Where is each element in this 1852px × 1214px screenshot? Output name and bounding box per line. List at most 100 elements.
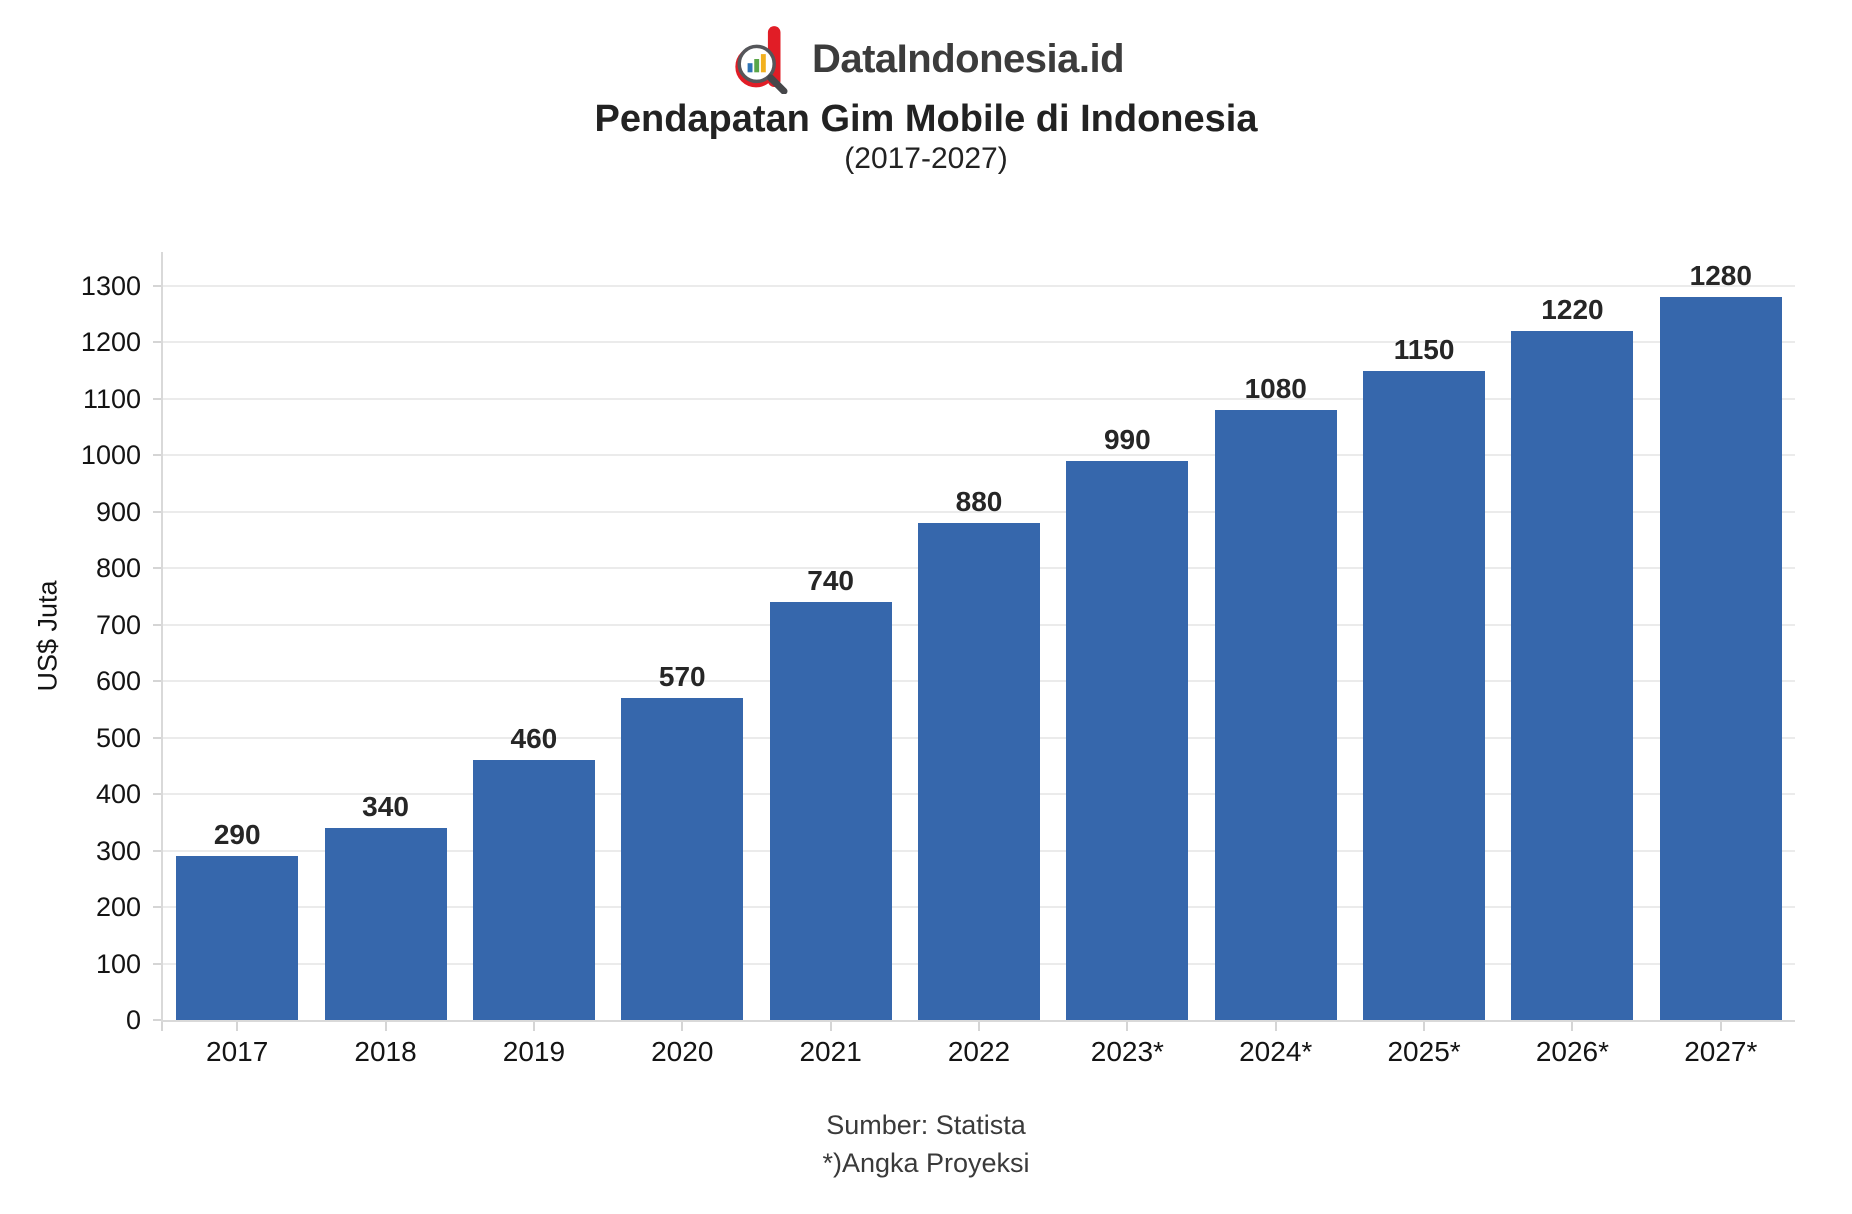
y-tick-mark xyxy=(153,906,161,909)
y-tick-mark xyxy=(153,1019,161,1021)
y-tick-label: 100 xyxy=(95,948,141,979)
bar-value-label: 1150 xyxy=(1393,333,1455,365)
bar xyxy=(621,698,744,1020)
bar-slot: 1150 xyxy=(1350,334,1498,1020)
bar-slot: 290 xyxy=(163,820,311,1020)
y-tick-label: 400 xyxy=(95,779,141,810)
x-tick-mark xyxy=(1126,1022,1129,1031)
y-tick-mark xyxy=(153,849,161,852)
y-tick-label: 900 xyxy=(95,496,141,527)
bar xyxy=(1214,410,1337,1020)
bar xyxy=(1511,331,1634,1020)
bar xyxy=(176,856,299,1020)
y-tick-mark xyxy=(153,341,161,344)
bar-slot: 340 xyxy=(311,792,459,1020)
brand: DataIndonesia.id xyxy=(0,24,1852,95)
bar xyxy=(1363,370,1486,1020)
x-tick-mark xyxy=(532,1022,535,1031)
bar-value-label: 880 xyxy=(955,486,1003,518)
lens-mini-bar-3 xyxy=(760,54,766,73)
x-tick-mark xyxy=(236,1022,239,1031)
bar xyxy=(472,760,595,1020)
x-tick-mark xyxy=(978,1022,980,1031)
x-axis-stub xyxy=(161,1022,163,1031)
x-tick-mark xyxy=(1719,1022,1722,1031)
bar-value-label: 460 xyxy=(510,723,558,755)
bar-value-label: 1220 xyxy=(1541,294,1604,326)
x-tick-label: 2023* xyxy=(1090,1036,1164,1067)
y-tick-mark xyxy=(153,623,161,626)
bar-slot: 570 xyxy=(608,662,756,1020)
x-tick-label: 2025* xyxy=(1387,1036,1461,1067)
x-tick-mark xyxy=(1423,1022,1426,1031)
gridline xyxy=(163,510,1795,513)
bar-value-label: 1280 xyxy=(1689,260,1752,292)
bar xyxy=(769,602,892,1020)
x-tick-label: 2018 xyxy=(354,1036,417,1067)
y-tick-label: 1200 xyxy=(80,327,141,358)
y-tick-label: 1000 xyxy=(80,440,141,471)
gridline xyxy=(163,397,1795,400)
y-tick-label: 700 xyxy=(95,609,141,640)
lens-mini-bar-2 xyxy=(754,59,760,73)
bar-slot: 740 xyxy=(756,566,904,1020)
x-tick-label: 2024* xyxy=(1239,1036,1313,1067)
x-tick-label: 2021 xyxy=(799,1036,862,1067)
bar-value-label: 340 xyxy=(362,791,409,822)
x-axis-tick-labels: 2017 2018 2019 2020 2021 2022 2023* 2024* 2025* 2… xyxy=(163,1036,1795,1072)
bar-slot: 460 xyxy=(460,724,608,1020)
y-tick-mark xyxy=(153,567,161,570)
y-tick-mark xyxy=(153,397,161,400)
bar-value-label: 1080 xyxy=(1244,373,1307,405)
x-tick-mark xyxy=(829,1022,832,1031)
y-tick-label: 500 xyxy=(95,722,141,753)
y-tick-label: 200 xyxy=(95,892,141,923)
plot-area: 290 340 460 570 740 880 990 1080 1150 1220 1280 xyxy=(153,252,1795,1031)
y-axis-tick-labels: 0 100 200 300 400 500 600 700 800 900 1000 1100 1200… xyxy=(0,252,141,1035)
y-tick-mark xyxy=(153,510,161,513)
x-tick-mark xyxy=(1274,1022,1277,1031)
bar-slot: 1280 xyxy=(1647,261,1795,1020)
y-tick-mark xyxy=(153,962,161,965)
bar-value-label: 570 xyxy=(658,661,706,693)
y-tick-label: 300 xyxy=(95,835,141,866)
y-tick-mark xyxy=(153,793,161,796)
x-tick-label: 2017 xyxy=(206,1036,269,1067)
bar-slot: 990 xyxy=(1053,424,1201,1020)
bar xyxy=(1066,460,1189,1020)
x-tick-mark xyxy=(1571,1022,1574,1031)
bar-value-label: 990 xyxy=(1103,423,1151,455)
chart-title: Pendapatan Gim Mobile di Indonesia xyxy=(594,98,1258,140)
projection-note: *)Angka Proyeksi xyxy=(822,1148,1030,1178)
x-tick-label: 2022 xyxy=(947,1036,1011,1067)
bar-slot: 1220 xyxy=(1498,295,1646,1020)
y-tick-mark xyxy=(153,680,161,683)
y-tick-label: 0 xyxy=(125,1005,141,1035)
chart-subtitle: (2017-2027) xyxy=(844,142,1008,175)
y-tick-mark xyxy=(153,736,161,739)
x-tick-mark xyxy=(384,1022,387,1031)
x-tick-label: 2027* xyxy=(1684,1036,1758,1067)
y-tick-label: 600 xyxy=(95,666,141,697)
magnifier-handle-icon xyxy=(767,74,788,95)
bar-slot: 1080 xyxy=(1202,374,1350,1020)
gridline xyxy=(163,341,1795,344)
source-note: Sumber: Statista xyxy=(826,1110,1026,1140)
lens-mini-bar-1 xyxy=(747,63,753,73)
x-tick-mark xyxy=(681,1022,684,1031)
brand-name: DataIndonesia.id xyxy=(811,36,1125,81)
y-tick-label: 800 xyxy=(95,553,141,584)
gridline xyxy=(163,284,1795,287)
x-tick-label: 2019 xyxy=(502,1036,566,1067)
y-tick-mark xyxy=(153,454,161,457)
bar xyxy=(917,523,1040,1020)
y-tick-label: 1300 xyxy=(80,270,141,301)
bar xyxy=(1659,297,1782,1020)
y-tick-label: 1100 xyxy=(82,383,141,414)
gridline xyxy=(163,454,1795,457)
bar-slot: 880 xyxy=(905,487,1053,1020)
x-tick-label: 2026* xyxy=(1535,1036,1610,1067)
bar-value-label: 740 xyxy=(807,565,854,597)
bars: 290 340 460 570 740 880 990 1080 1150 1220 1280 xyxy=(163,252,1795,1020)
